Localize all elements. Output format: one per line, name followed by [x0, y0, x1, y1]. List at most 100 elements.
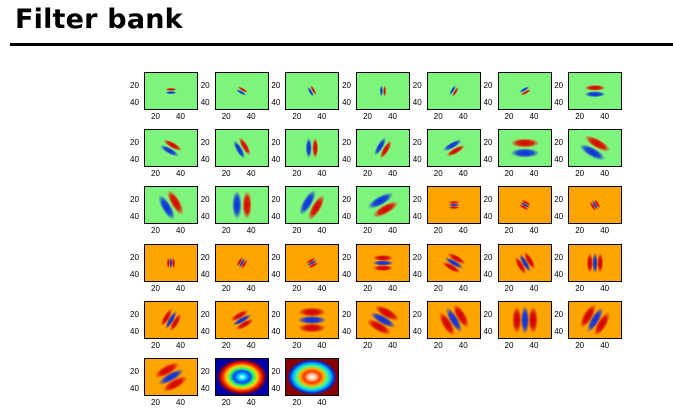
filter-cell: 20 40 20 40: [271, 72, 343, 127]
x-tick-label: 20: [504, 340, 514, 350]
x-tick-label: 40: [458, 340, 468, 350]
filter-cell: 20 40 20 40: [271, 243, 343, 299]
x-tick-label: 40: [317, 169, 327, 179]
y-tick-label: 40: [130, 212, 139, 222]
x-tick-label: 20: [363, 283, 372, 293]
filter-image: [356, 129, 411, 168]
x-tick-label: 40: [388, 283, 397, 293]
filter-cell: 20 40 20 40: [130, 243, 202, 299]
y-tick-label: 40: [200, 269, 210, 279]
y-tick-label: 40: [412, 212, 422, 222]
y-tick-label: 20: [130, 195, 139, 205]
x-tick-label: 40: [458, 226, 468, 236]
title-underline: [10, 43, 673, 46]
y-tick-label: 20: [483, 195, 493, 205]
filter-image: [497, 243, 552, 282]
y-tick-label: 40: [130, 155, 139, 165]
x-tick-label: 40: [176, 283, 185, 293]
x-tick-label: 40: [458, 169, 468, 179]
y-tick-label: 20: [412, 138, 422, 148]
x-tick-label: 20: [433, 283, 443, 293]
filter-image: [285, 358, 340, 396]
filter-image: [497, 300, 552, 339]
filter-cell: 20 40 20 40: [483, 129, 556, 184]
filter-cell: 20 40 20 40: [412, 243, 485, 299]
x-tick-label: 40: [529, 226, 539, 236]
filter-image: [144, 300, 198, 339]
filter-cell: 20 40 20 40: [130, 72, 202, 127]
y-tick-label: 40: [412, 326, 422, 336]
filter-cell: 20 40 20 40: [412, 72, 485, 127]
filter-image: [285, 186, 340, 225]
x-tick-label: 20: [151, 112, 160, 121]
filter-image: [285, 300, 340, 339]
y-tick-label: 40: [483, 155, 493, 165]
filter-cell: 20 40 20 40: [554, 186, 626, 241]
y-tick-label: 20: [483, 309, 493, 319]
y-tick-label: 20: [271, 252, 281, 262]
x-tick-label: 40: [176, 169, 185, 179]
x-tick-label: 40: [529, 340, 539, 350]
y-tick-label: 20: [130, 367, 139, 376]
x-tick-label: 20: [292, 112, 302, 121]
y-tick-label: 40: [130, 326, 139, 336]
filter-image: [214, 358, 269, 396]
filter-image: [497, 186, 552, 225]
filter-image: [497, 129, 552, 168]
x-tick-label: 40: [317, 398, 327, 407]
x-tick-label: 20: [504, 169, 514, 179]
filter-image: [214, 129, 269, 168]
y-tick-label: 20: [554, 195, 564, 205]
y-tick-label: 40: [483, 269, 493, 279]
filter-cell: 20 40 20 40: [130, 358, 202, 413]
y-tick-label: 20: [342, 252, 351, 262]
x-tick-label: 20: [575, 283, 585, 293]
y-tick-label: 20: [412, 309, 422, 319]
filter-cell: 20 40 20 40: [271, 129, 343, 184]
filter-image: [144, 72, 198, 110]
filter-image: [568, 300, 623, 339]
y-tick-label: 20: [271, 309, 281, 319]
y-tick-label: 20: [200, 367, 210, 376]
y-tick-label: 40: [130, 384, 139, 393]
y-tick-label: 20: [342, 81, 351, 90]
filter-cell: 20 40 20 40: [483, 243, 556, 299]
y-tick-label: 20: [412, 252, 422, 262]
filter-cell: 20 40 20 40: [201, 129, 273, 184]
y-tick-label: 40: [200, 384, 210, 393]
filter-image: [214, 243, 269, 282]
y-tick-label: 40: [412, 269, 422, 279]
y-tick-label: 20: [412, 81, 422, 90]
x-tick-label: 20: [151, 398, 160, 407]
x-tick-label: 20: [363, 226, 372, 236]
x-tick-label: 20: [433, 169, 443, 179]
y-tick-label: 40: [271, 269, 281, 279]
x-tick-label: 40: [388, 340, 397, 350]
filter-cell: 20 40 20 40: [412, 186, 485, 241]
x-tick-label: 40: [600, 283, 610, 293]
x-tick-label: 40: [317, 226, 327, 236]
x-tick-label: 20: [151, 283, 160, 293]
x-tick-label: 40: [529, 169, 539, 179]
filter-image: [426, 243, 481, 282]
y-tick-label: 40: [554, 326, 564, 336]
y-tick-label: 40: [200, 98, 210, 107]
x-tick-label: 40: [600, 340, 610, 350]
x-tick-label: 20: [221, 112, 231, 121]
x-tick-label: 40: [246, 169, 256, 179]
filter-image: [426, 72, 481, 110]
x-tick-label: 40: [246, 398, 256, 407]
filter-image: [144, 129, 198, 168]
y-tick-label: 40: [554, 155, 564, 165]
y-tick-label: 40: [483, 212, 493, 222]
filter-image: [568, 72, 623, 110]
y-tick-label: 20: [271, 195, 281, 205]
y-tick-label: 40: [342, 98, 351, 107]
y-tick-label: 20: [554, 138, 564, 148]
x-tick-label: 20: [221, 340, 231, 350]
x-tick-label: 40: [529, 283, 539, 293]
filter-cell: 20 40 20 40: [554, 72, 626, 127]
y-tick-label: 20: [412, 195, 422, 205]
filter-cell: 20 40 20 40: [483, 186, 556, 241]
